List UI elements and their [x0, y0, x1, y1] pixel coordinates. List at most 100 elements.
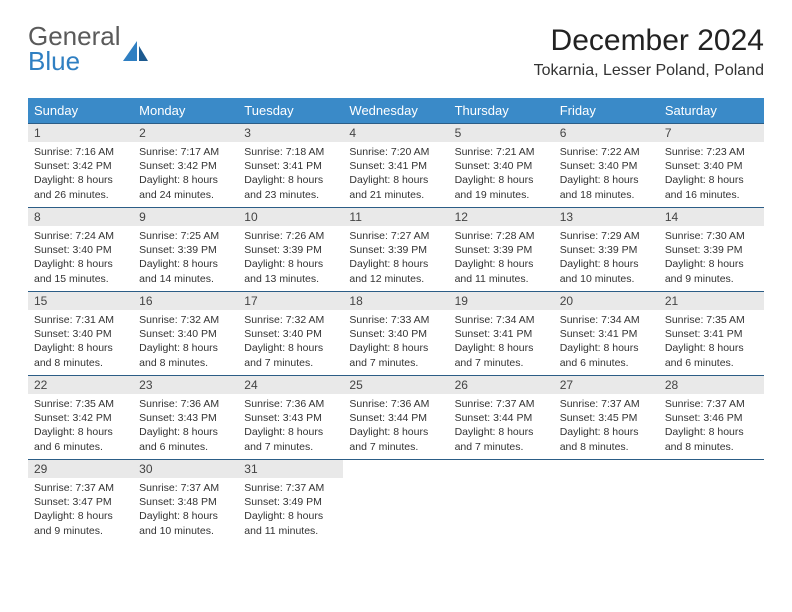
calendar-day-cell: 19Sunrise: 7:34 AMSunset: 3:41 PMDayligh… — [449, 292, 554, 376]
day-body: Sunrise: 7:28 AMSunset: 3:39 PMDaylight:… — [449, 226, 554, 290]
sunset-text: Sunset: 3:39 PM — [349, 243, 442, 257]
day-body: Sunrise: 7:37 AMSunset: 3:45 PMDaylight:… — [554, 394, 659, 458]
daylight-text: Daylight: 8 hours and 6 minutes. — [560, 341, 653, 369]
title-block: December 2024 Tokarnia, Lesser Poland, P… — [534, 24, 764, 80]
calendar-day-cell: 13Sunrise: 7:29 AMSunset: 3:39 PMDayligh… — [554, 208, 659, 292]
weekday-header: Tuesday — [238, 98, 343, 124]
day-number: 3 — [238, 124, 343, 142]
sunset-text: Sunset: 3:44 PM — [455, 411, 548, 425]
sunrise-text: Sunrise: 7:27 AM — [349, 229, 442, 243]
calendar-week-row: 1Sunrise: 7:16 AMSunset: 3:42 PMDaylight… — [28, 124, 764, 208]
calendar-day-cell: 23Sunrise: 7:36 AMSunset: 3:43 PMDayligh… — [133, 376, 238, 460]
sunrise-text: Sunrise: 7:22 AM — [560, 145, 653, 159]
day-body: Sunrise: 7:32 AMSunset: 3:40 PMDaylight:… — [238, 310, 343, 374]
sunrise-text: Sunrise: 7:37 AM — [665, 397, 758, 411]
day-number: 11 — [343, 208, 448, 226]
daylight-text: Daylight: 8 hours and 18 minutes. — [560, 173, 653, 201]
location: Tokarnia, Lesser Poland, Poland — [534, 62, 764, 80]
sunrise-text: Sunrise: 7:16 AM — [34, 145, 127, 159]
calendar-day-cell: 29Sunrise: 7:37 AMSunset: 3:47 PMDayligh… — [28, 460, 133, 544]
day-number: 31 — [238, 460, 343, 478]
day-number: 29 — [28, 460, 133, 478]
daylight-text: Daylight: 8 hours and 7 minutes. — [455, 425, 548, 453]
day-number: 30 — [133, 460, 238, 478]
day-number: 12 — [449, 208, 554, 226]
sunset-text: Sunset: 3:40 PM — [244, 327, 337, 341]
day-body: Sunrise: 7:16 AMSunset: 3:42 PMDaylight:… — [28, 142, 133, 206]
day-number: 25 — [343, 376, 448, 394]
weekday-header: Monday — [133, 98, 238, 124]
day-number: 21 — [659, 292, 764, 310]
day-body: Sunrise: 7:17 AMSunset: 3:42 PMDaylight:… — [133, 142, 238, 206]
sunset-text: Sunset: 3:46 PM — [665, 411, 758, 425]
day-body: Sunrise: 7:34 AMSunset: 3:41 PMDaylight:… — [449, 310, 554, 374]
daylight-text: Daylight: 8 hours and 9 minutes. — [665, 257, 758, 285]
daylight-text: Daylight: 8 hours and 8 minutes. — [34, 341, 127, 369]
sunset-text: Sunset: 3:41 PM — [665, 327, 758, 341]
sunrise-text: Sunrise: 7:29 AM — [560, 229, 653, 243]
sunset-text: Sunset: 3:42 PM — [139, 159, 232, 173]
sunset-text: Sunset: 3:39 PM — [665, 243, 758, 257]
logo-sail-icon — [123, 41, 149, 63]
sunrise-text: Sunrise: 7:23 AM — [665, 145, 758, 159]
day-body: Sunrise: 7:35 AMSunset: 3:41 PMDaylight:… — [659, 310, 764, 374]
weekday-header: Thursday — [449, 98, 554, 124]
day-body: Sunrise: 7:21 AMSunset: 3:40 PMDaylight:… — [449, 142, 554, 206]
calendar-day-cell: 25Sunrise: 7:36 AMSunset: 3:44 PMDayligh… — [343, 376, 448, 460]
day-number: 4 — [343, 124, 448, 142]
daylight-text: Daylight: 8 hours and 8 minutes. — [665, 425, 758, 453]
sunset-text: Sunset: 3:40 PM — [349, 327, 442, 341]
day-body: Sunrise: 7:26 AMSunset: 3:39 PMDaylight:… — [238, 226, 343, 290]
sunset-text: Sunset: 3:40 PM — [560, 159, 653, 173]
calendar-day-cell — [554, 460, 659, 544]
calendar-day-cell — [343, 460, 448, 544]
calendar-day-cell: 3Sunrise: 7:18 AMSunset: 3:41 PMDaylight… — [238, 124, 343, 208]
weekday-header: Wednesday — [343, 98, 448, 124]
sunset-text: Sunset: 3:41 PM — [244, 159, 337, 173]
calendar-day-cell: 16Sunrise: 7:32 AMSunset: 3:40 PMDayligh… — [133, 292, 238, 376]
sunrise-text: Sunrise: 7:33 AM — [349, 313, 442, 327]
sunrise-text: Sunrise: 7:35 AM — [665, 313, 758, 327]
sunrise-text: Sunrise: 7:18 AM — [244, 145, 337, 159]
day-number: 27 — [554, 376, 659, 394]
weekday-header: Sunday — [28, 98, 133, 124]
calendar-day-cell: 14Sunrise: 7:30 AMSunset: 3:39 PMDayligh… — [659, 208, 764, 292]
sunset-text: Sunset: 3:41 PM — [455, 327, 548, 341]
daylight-text: Daylight: 8 hours and 7 minutes. — [244, 341, 337, 369]
logo-line1: General — [28, 24, 121, 49]
sunrise-text: Sunrise: 7:36 AM — [349, 397, 442, 411]
sunset-text: Sunset: 3:42 PM — [34, 159, 127, 173]
sunrise-text: Sunrise: 7:34 AM — [455, 313, 548, 327]
calendar-week-row: 8Sunrise: 7:24 AMSunset: 3:40 PMDaylight… — [28, 208, 764, 292]
sunset-text: Sunset: 3:39 PM — [244, 243, 337, 257]
day-body: Sunrise: 7:32 AMSunset: 3:40 PMDaylight:… — [133, 310, 238, 374]
sunset-text: Sunset: 3:40 PM — [665, 159, 758, 173]
daylight-text: Daylight: 8 hours and 8 minutes. — [560, 425, 653, 453]
day-body: Sunrise: 7:37 AMSunset: 3:44 PMDaylight:… — [449, 394, 554, 458]
day-body: Sunrise: 7:30 AMSunset: 3:39 PMDaylight:… — [659, 226, 764, 290]
calendar-day-cell: 12Sunrise: 7:28 AMSunset: 3:39 PMDayligh… — [449, 208, 554, 292]
day-body: Sunrise: 7:27 AMSunset: 3:39 PMDaylight:… — [343, 226, 448, 290]
day-number: 22 — [28, 376, 133, 394]
day-number: 2 — [133, 124, 238, 142]
day-number: 15 — [28, 292, 133, 310]
weekday-header-row: Sunday Monday Tuesday Wednesday Thursday… — [28, 98, 764, 124]
day-body: Sunrise: 7:23 AMSunset: 3:40 PMDaylight:… — [659, 142, 764, 206]
daylight-text: Daylight: 8 hours and 7 minutes. — [349, 341, 442, 369]
day-number: 19 — [449, 292, 554, 310]
daylight-text: Daylight: 8 hours and 14 minutes. — [139, 257, 232, 285]
sunrise-text: Sunrise: 7:36 AM — [244, 397, 337, 411]
sunrise-text: Sunrise: 7:32 AM — [244, 313, 337, 327]
calendar-week-row: 15Sunrise: 7:31 AMSunset: 3:40 PMDayligh… — [28, 292, 764, 376]
logo: General Blue — [28, 24, 149, 73]
calendar-day-cell: 9Sunrise: 7:25 AMSunset: 3:39 PMDaylight… — [133, 208, 238, 292]
day-number: 23 — [133, 376, 238, 394]
daylight-text: Daylight: 8 hours and 11 minutes. — [244, 509, 337, 537]
sunrise-text: Sunrise: 7:37 AM — [139, 481, 232, 495]
daylight-text: Daylight: 8 hours and 19 minutes. — [455, 173, 548, 201]
sunset-text: Sunset: 3:40 PM — [139, 327, 232, 341]
daylight-text: Daylight: 8 hours and 7 minutes. — [349, 425, 442, 453]
sunset-text: Sunset: 3:41 PM — [560, 327, 653, 341]
sunset-text: Sunset: 3:39 PM — [139, 243, 232, 257]
sunrise-text: Sunrise: 7:36 AM — [139, 397, 232, 411]
